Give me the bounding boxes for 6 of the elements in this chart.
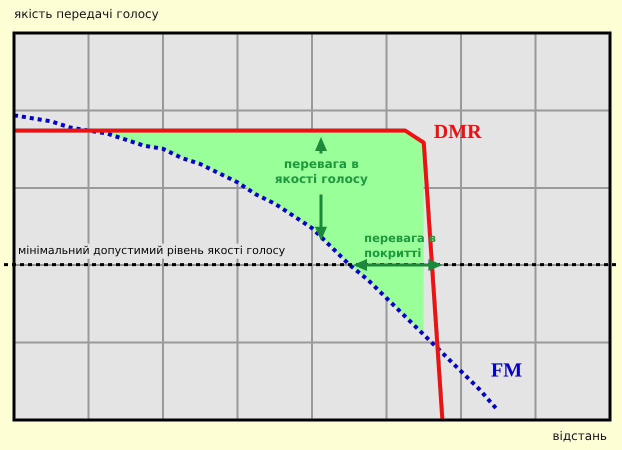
annotation: перевага в якості голосу	[274, 157, 369, 187]
series-label: DMR	[434, 120, 482, 143]
series-label: FM	[491, 359, 522, 382]
text: якість передачі голосу	[14, 7, 159, 21]
ref-line-label: мінімальний допустимий рівень якості голосу	[18, 244, 286, 257]
x-axis-title: відстань	[552, 429, 607, 443]
